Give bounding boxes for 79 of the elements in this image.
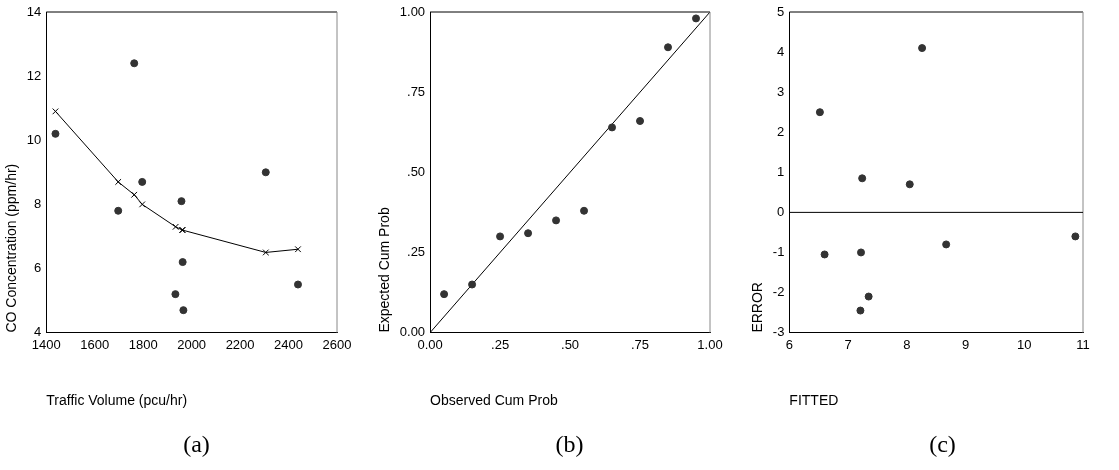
point <box>51 129 60 138</box>
x-tick-label: 1800 <box>128 336 158 352</box>
point <box>138 177 147 186</box>
y-tick-label: -2 <box>772 284 785 300</box>
y-tick-label: .75 <box>407 83 426 99</box>
point <box>864 292 873 301</box>
point <box>130 59 139 68</box>
x-tick-label: .25 <box>491 336 510 352</box>
y-tick-label: 14 <box>26 3 42 19</box>
x-tick-label: 1.00 <box>697 336 723 352</box>
y-tick-label: 10 <box>26 131 42 147</box>
point <box>815 108 824 117</box>
y-tick-label: 5 <box>777 3 785 19</box>
x-tick-label: 10 <box>1017 336 1032 352</box>
y-tick-label: 1 <box>777 163 785 179</box>
y-axis-title: CO Concentration (ppm/hr) <box>3 163 20 333</box>
x-tick-label: 8 <box>903 336 911 352</box>
y-tick-label: 1.00 <box>399 3 426 19</box>
y-tick-label: 3 <box>777 83 785 99</box>
point <box>294 245 302 253</box>
x-tick-label: 11 <box>1076 336 1090 352</box>
text: (c) <box>929 431 956 457</box>
point <box>52 108 59 115</box>
y-tick-label: 12 <box>26 67 42 83</box>
y-tick-label: 2 <box>777 123 785 139</box>
y-tick-label: -3 <box>772 324 785 340</box>
point <box>262 249 270 256</box>
y-tick-label: -1 <box>772 244 785 260</box>
y-tick-label: 8 <box>34 195 42 211</box>
point <box>918 44 927 53</box>
point <box>524 229 533 238</box>
point <box>114 178 122 186</box>
point <box>440 290 449 299</box>
y-tick-label: 0 <box>777 203 785 219</box>
x-axis-title: Observed Cum Prob <box>430 392 558 409</box>
y-tick-label: .50 <box>407 163 426 179</box>
point <box>261 168 270 177</box>
y-tick-label: 6 <box>34 260 42 276</box>
x-tick-label: .50 <box>561 336 580 352</box>
x-tick-label: 2200 <box>225 336 255 352</box>
text: (a) <box>183 431 210 457</box>
point <box>468 280 477 289</box>
point <box>857 248 866 257</box>
x-tick-label: 2400 <box>274 336 303 352</box>
x-tick-label: 2600 <box>322 336 352 352</box>
point <box>171 290 180 299</box>
x-tick-label: 1600 <box>80 336 110 352</box>
point <box>179 306 188 315</box>
point <box>496 232 505 241</box>
point <box>1071 232 1080 241</box>
y-axis-title: Expected Cum Prob <box>376 207 393 333</box>
point <box>114 206 123 215</box>
point <box>942 240 951 249</box>
x-axis-title: Traffic Volume (pcu/hr) <box>46 392 188 409</box>
point <box>856 306 865 315</box>
text: (b) <box>555 431 584 457</box>
x-axis-title: FITTED <box>789 392 839 409</box>
x-tick-label: 9 <box>961 336 970 352</box>
point <box>138 201 146 208</box>
point <box>692 14 701 23</box>
point <box>905 180 914 189</box>
point <box>130 191 138 199</box>
y-tick-label: .25 <box>407 244 426 260</box>
point <box>636 117 645 125</box>
point <box>608 123 617 132</box>
point <box>858 174 867 183</box>
point <box>178 258 187 267</box>
point <box>552 216 561 225</box>
point <box>177 197 186 206</box>
x-tick-label: .75 <box>630 336 650 352</box>
point <box>293 280 302 289</box>
y-axis-title: ERROR <box>749 282 766 333</box>
x-tick-label: 7 <box>844 336 852 352</box>
point <box>664 43 673 52</box>
point <box>172 223 179 231</box>
y-tick-label: 4 <box>777 43 785 59</box>
x-tick-label: 2000 <box>177 336 207 352</box>
point <box>820 250 829 259</box>
point <box>580 206 589 215</box>
